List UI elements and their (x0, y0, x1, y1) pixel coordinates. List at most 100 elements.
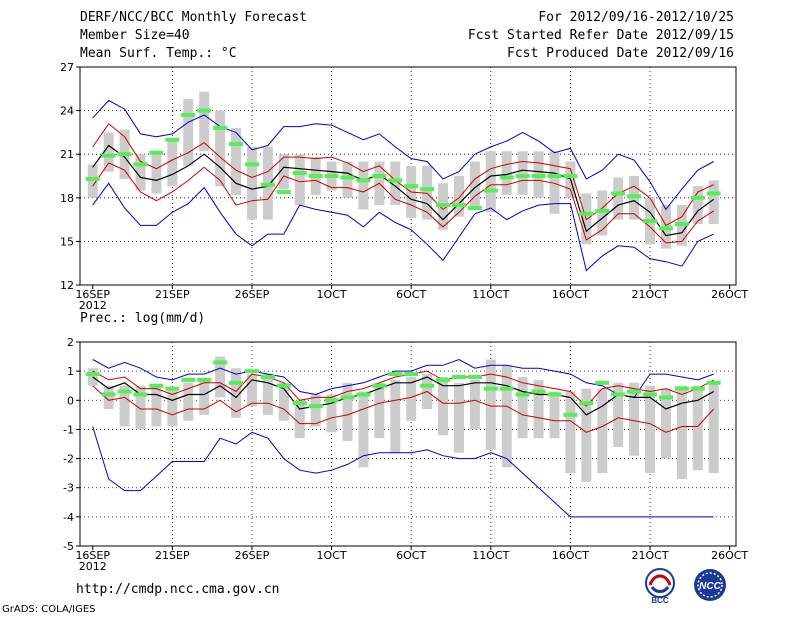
prec-marker-day-14 (292, 401, 307, 406)
prec-marker-day-24 (451, 374, 466, 379)
temp-marker-day-15 (308, 174, 323, 178)
temp-marker-day-39 (690, 195, 705, 200)
temp-marker-day-28 (515, 174, 530, 178)
temp-marker-day-3 (117, 152, 132, 157)
prec-box-day-35 (629, 382, 640, 456)
prec-x-tick-label: 21SEP (155, 549, 190, 562)
prec-box-day-21 (406, 376, 417, 421)
temp-box-day-11 (246, 146, 257, 220)
prec-line-min (92, 426, 714, 518)
prec-box-day-3 (119, 385, 130, 427)
prec-marker-day-37 (658, 395, 673, 400)
prec-box-day-23 (438, 376, 449, 436)
prec-marker-day-31 (563, 412, 578, 417)
prec-marker-day-17 (340, 395, 355, 400)
prec-box-day-11 (246, 374, 257, 407)
temp-box-day-7 (183, 98, 194, 166)
prec-box-day-27 (501, 365, 512, 468)
prec-marker-day-1 (85, 372, 100, 377)
temp-box-day-10 (231, 128, 242, 195)
temperature-panel: 12 15 18 21 24 27 16SEP 21SEP 26SEP 1OCT 6OCT 11OCT… (60, 61, 748, 312)
prec-y-tick-label: -5 (63, 540, 74, 553)
temp-marker-day-31 (563, 174, 578, 178)
temp-y-tick-label: 27 (60, 61, 74, 74)
temp-marker-day-33 (595, 208, 610, 213)
temp-x-tick-label: 16OCT (552, 288, 589, 301)
ncc-logo-text: NCC (699, 581, 721, 592)
temp-box-day-8 (199, 91, 210, 152)
temp-x-tick-label: 26OCT (711, 288, 748, 301)
temp-box-day-30 (549, 151, 560, 214)
temp-marker-day-21 (404, 184, 419, 189)
prec-line-mean (92, 376, 714, 416)
prec-x-tick-label: 11OCT (472, 549, 509, 562)
temp-marker-day-26 (483, 188, 498, 193)
prec-box-day-9 (215, 356, 226, 398)
temp-box-day-26 (485, 151, 496, 213)
prec-marker-day-29 (531, 389, 546, 394)
prec-x-tick-label: 6OCT (396, 549, 426, 562)
prec-box-day-7 (183, 382, 194, 421)
prec-marker-day-38 (674, 386, 689, 391)
prec-box-day-12 (262, 374, 273, 415)
temp-line-upper (92, 122, 714, 227)
prec-marker-day-13 (276, 383, 291, 388)
temp-box-day-18 (358, 161, 369, 210)
temp-marker-day-20 (388, 178, 403, 183)
prec-box-day-14 (294, 400, 305, 439)
prec-box-day-8 (199, 379, 210, 415)
prec-marker-day-23 (436, 377, 451, 382)
temp-marker-day-4 (133, 162, 148, 167)
prec-marker-day-10 (229, 380, 244, 385)
temp-box-day-6 (167, 138, 178, 187)
prec-marker-day-28 (515, 392, 530, 397)
prec-y-tick-label: -2 (63, 453, 74, 466)
prec-marker-day-27 (499, 386, 514, 391)
temp-marker-day-10 (229, 142, 244, 147)
temp-box-day-28 (517, 151, 528, 195)
prec-marker-day-20 (388, 372, 403, 377)
prec-box-day-36 (645, 385, 656, 474)
prec-box-day-20 (390, 379, 401, 453)
prec-x-tick-label: 16SEP (75, 549, 110, 562)
temp-box-day-22 (422, 165, 433, 220)
prec-marker-day-11 (244, 369, 259, 374)
temp-marker-day-25 (467, 205, 482, 210)
prec-marker-day-4 (133, 392, 148, 397)
prec-box-day-32 (581, 388, 592, 482)
prec-box-day-30 (549, 391, 560, 439)
prec-plot-frame (79, 341, 737, 547)
temp-box-day-20 (390, 161, 401, 206)
prec-box-day-39 (692, 385, 703, 471)
ncc-logo-icon: NCC (694, 569, 726, 601)
prec-box-day-31 (565, 391, 576, 474)
temp-box-day-5 (151, 154, 162, 194)
temp-marker-day-38 (674, 221, 689, 226)
prec-box-day-37 (660, 388, 671, 459)
precipitation-panel: -5 -4 -3 -2 -1 0 1 2 16SEP 21SEP 26SEP 1OCT 6OCT 11OC… (63, 336, 748, 573)
prec-marker-day-5 (149, 383, 164, 388)
temp-line-min (92, 182, 714, 272)
prec-y-tick-label: -3 (63, 482, 74, 495)
prec-marker-day-39 (690, 386, 705, 391)
prec-box-day-28 (517, 376, 528, 439)
temp-line-mean (92, 144, 715, 237)
temp-x-tick-label: 6OCT (396, 288, 426, 301)
temp-marker-day-5 (149, 150, 164, 155)
temp-marker-day-30 (547, 174, 562, 178)
prec-marker-day-15 (308, 404, 323, 409)
temp-marker-day-23 (436, 203, 451, 208)
temp-x-tick-label: 16SEP (75, 288, 110, 301)
temp-box-day-24 (453, 176, 464, 217)
temp-marker-day-2 (101, 153, 116, 158)
prec-marker-day-12 (260, 374, 275, 379)
temp-marker-day-11 (244, 162, 259, 167)
temp-plot-frame (79, 66, 737, 286)
prec-box-day-16 (326, 394, 337, 433)
temp-line-lower (92, 162, 714, 244)
website-url[interactable]: http://cmdp.ncc.cma.gov.cn (76, 582, 280, 597)
prec-box-day-38 (676, 385, 687, 479)
temp-box-day-13 (278, 154, 289, 190)
prec-marker-day-2 (101, 392, 116, 397)
prec-marker-day-18 (356, 392, 371, 397)
